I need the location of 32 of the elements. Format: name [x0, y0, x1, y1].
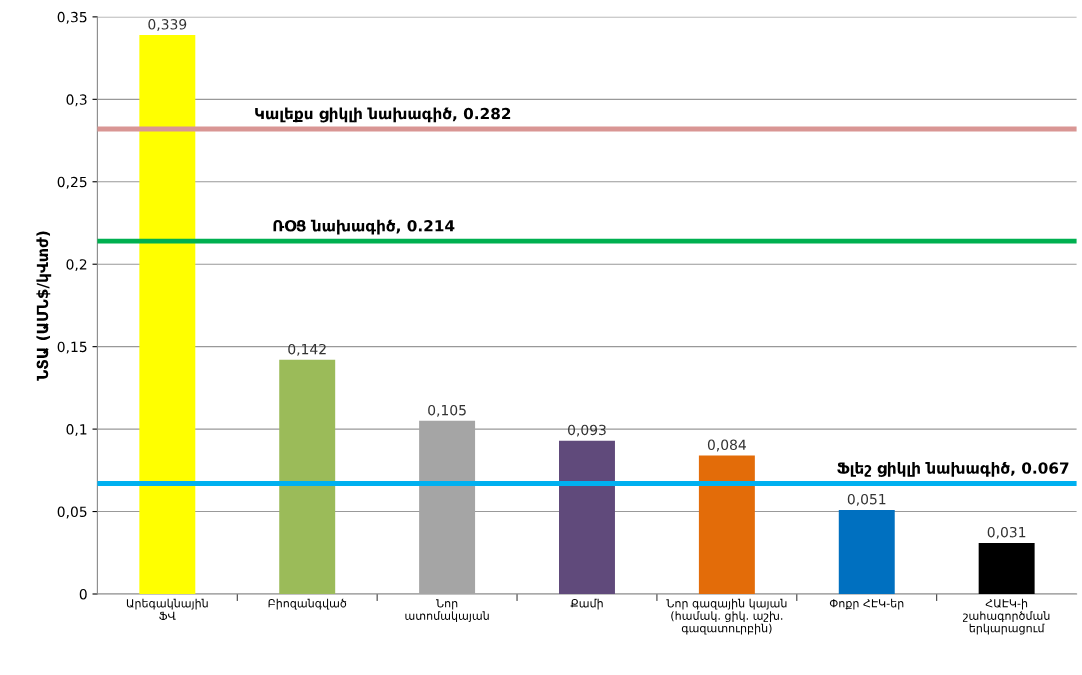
x-tick-label: ՀԱԷԿ-ի շահագործման երկարացում — [962, 598, 1050, 635]
y-tick-label: 0,05 — [57, 506, 87, 519]
ref-line-label: ՌՕՑ նախագիծ, 0.214 — [273, 219, 455, 235]
bar — [139, 35, 196, 594]
x-tick-label: Բիոզանգված — [268, 598, 347, 610]
y-tick-label: 0 — [79, 588, 87, 600]
x-tick-label: Նոր ատոմակայան — [405, 599, 489, 623]
y-tick-label: 0,2 — [66, 259, 87, 272]
data-label: 0,084 — [707, 439, 746, 452]
data-label: 0,105 — [428, 404, 466, 417]
y-tick-label: 0,35 — [57, 11, 87, 24]
ref-line-label: Ֆլեշ ցիկլի նախագիծ, 0.067 — [837, 462, 1069, 477]
data-label: 0,142 — [288, 343, 326, 356]
y-tick-label: 0,1 — [66, 424, 87, 436]
data-label: 0,031 — [987, 526, 1026, 539]
data-label: 0,051 — [847, 493, 886, 506]
y-tick-label: 0,3 — [66, 94, 87, 107]
x-tick-label: Արեգակնային ՖՎ — [126, 598, 208, 620]
bar — [978, 542, 1035, 594]
bar — [559, 440, 615, 594]
x-tick-label: Փոքր ՀԷԿ-եր — [829, 598, 904, 610]
x-tick-label: Նոր գազային կայան (համակ. ցիկ. աշխ. գազատուրբին) — [666, 598, 787, 635]
data-label: 0,339 — [148, 19, 187, 31]
y-axis-title: ՆՏԱ (ԱՄՆ$/կՎտժ) — [36, 231, 52, 381]
ref-line-label: Կալեքս ցիկլի նախագիծ, 0.282 — [255, 107, 511, 123]
bar — [838, 509, 895, 594]
data-label: 0,093 — [568, 424, 606, 437]
bar — [279, 359, 336, 594]
bar — [698, 455, 755, 594]
y-tick-label: 0,25 — [57, 176, 87, 189]
y-tick-label: 0,15 — [57, 341, 87, 354]
x-tick-label: Քամի — [570, 598, 603, 610]
